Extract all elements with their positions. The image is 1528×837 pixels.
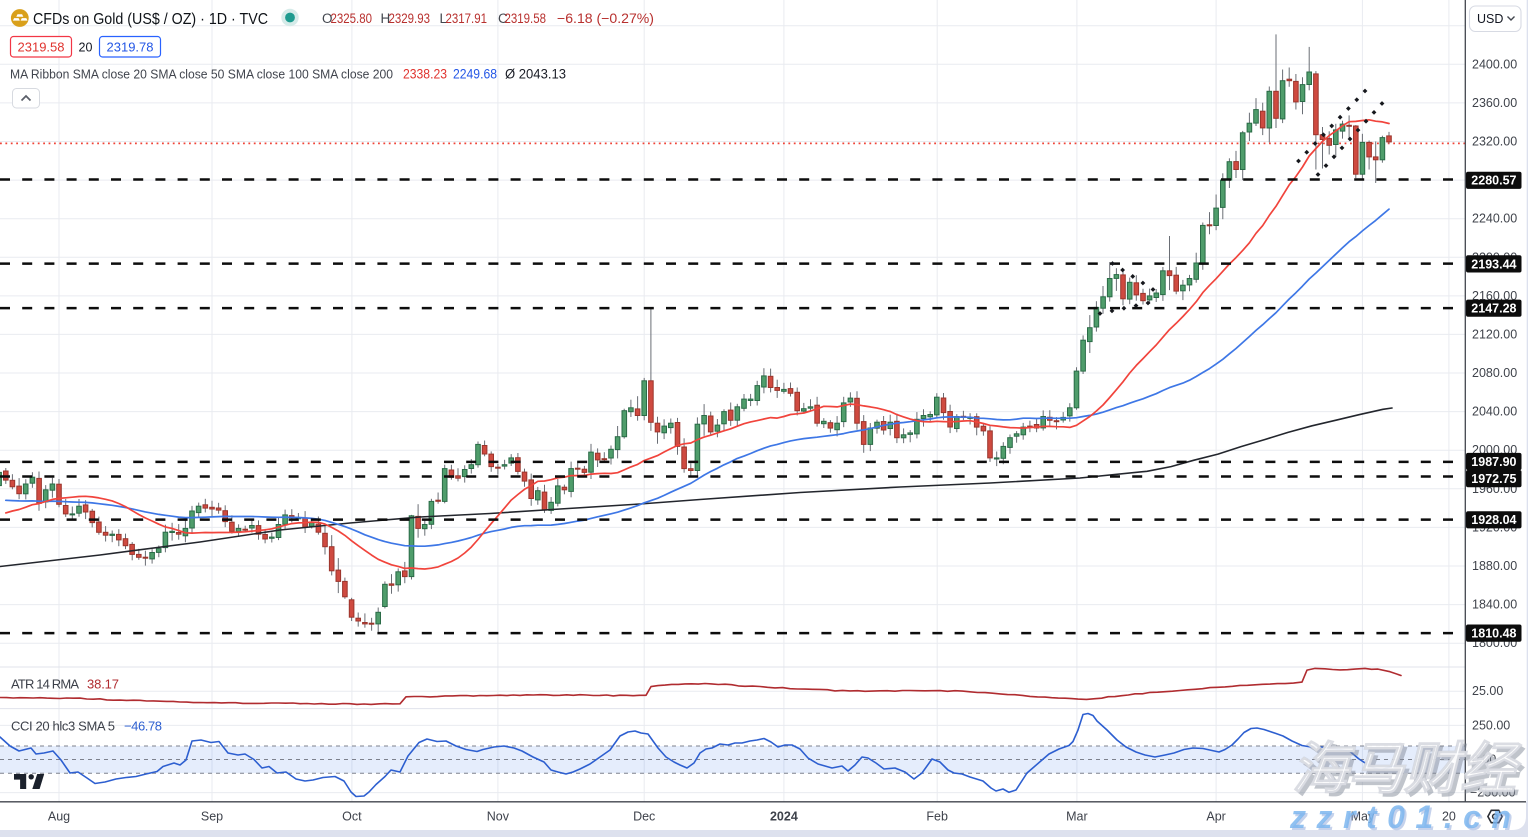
svg-text:Aug: Aug — [48, 810, 70, 824]
svg-text:zzrt01.cn: zzrt01.cn — [1289, 799, 1521, 832]
svg-text:ATR 14 RMA: ATR 14 RMA — [11, 677, 79, 692]
svg-text:CFDs on Gold (US$ / OZ) · 1D ·: CFDs on Gold (US$ / OZ) · 1D · TVC — [33, 11, 268, 28]
svg-text:2319.58: 2319.58 — [18, 40, 65, 55]
svg-text:Apr: Apr — [1206, 810, 1225, 824]
svg-text:0.00: 0.00 — [1472, 753, 1496, 767]
svg-text:Ø 2043.13: Ø 2043.13 — [505, 67, 566, 82]
svg-text:1880.00: 1880.00 — [1472, 559, 1517, 573]
svg-text:Oct: Oct — [342, 810, 362, 824]
svg-text:O: O — [322, 11, 333, 26]
svg-text:2320.00: 2320.00 — [1472, 135, 1517, 149]
svg-text:2325.80: 2325.80 — [331, 11, 373, 26]
svg-text:2024: 2024 — [770, 810, 798, 824]
svg-text:海马财经: 海马财经 — [1296, 741, 1526, 804]
svg-text:2193.44: 2193.44 — [1471, 257, 1516, 271]
svg-text:Feb: Feb — [926, 810, 948, 824]
svg-text:−250.00: −250.00 — [1470, 786, 1516, 800]
svg-text:L: L — [440, 11, 448, 26]
svg-text:38.17: 38.17 — [87, 677, 119, 692]
svg-text:25.00: 25.00 — [1472, 684, 1503, 698]
svg-text:−46.78: −46.78 — [124, 719, 162, 734]
svg-text:1987.90: 1987.90 — [1471, 455, 1516, 469]
svg-text:2249.68: 2249.68 — [453, 67, 497, 82]
svg-text:2317.91: 2317.91 — [446, 11, 488, 26]
svg-text:2160.00: 2160.00 — [1472, 289, 1517, 303]
svg-text:C: C — [498, 11, 508, 26]
svg-text:May: May — [1351, 810, 1375, 824]
svg-text:2360.00: 2360.00 — [1472, 96, 1517, 110]
svg-text:2240.00: 2240.00 — [1472, 212, 1517, 226]
svg-text:CCI 20 hlc3 SMA 5: CCI 20 hlc3 SMA 5 — [11, 719, 115, 734]
svg-text:250.00: 250.00 — [1472, 718, 1510, 732]
svg-text:Nov: Nov — [487, 810, 510, 824]
svg-text:20: 20 — [1442, 810, 1456, 824]
svg-text:海马财经: 海马财经 — [1292, 737, 1522, 800]
svg-text:H: H — [381, 11, 391, 26]
svg-text:1840.00: 1840.00 — [1472, 598, 1517, 612]
svg-text:Sep: Sep — [201, 810, 223, 824]
svg-text:2329.93: 2329.93 — [389, 11, 431, 26]
svg-text:1810.48: 1810.48 — [1471, 627, 1516, 641]
svg-text:2120.00: 2120.00 — [1472, 327, 1517, 341]
svg-text:1928.04: 1928.04 — [1471, 513, 1516, 527]
svg-text:−6.18 (−0.27%): −6.18 (−0.27%) — [557, 11, 654, 26]
svg-text:MA Ribbon SMA close 20 SMA clo: MA Ribbon SMA close 20 SMA close 50 SMA … — [10, 67, 393, 82]
svg-text:USD: USD — [1477, 12, 1503, 26]
svg-text:2280.57: 2280.57 — [1471, 174, 1516, 188]
svg-text:2080.00: 2080.00 — [1472, 366, 1517, 380]
svg-text:2319.78: 2319.78 — [107, 40, 154, 55]
svg-text:Mar: Mar — [1066, 810, 1088, 824]
svg-text:2319.58: 2319.58 — [505, 11, 547, 26]
svg-text:2400.00: 2400.00 — [1472, 57, 1517, 71]
svg-text:Dec: Dec — [633, 810, 655, 824]
svg-text:2338.23: 2338.23 — [403, 67, 447, 82]
svg-text:2147.28: 2147.28 — [1471, 302, 1516, 316]
svg-text:1972.75: 1972.75 — [1471, 472, 1516, 486]
svg-text:20: 20 — [79, 41, 93, 55]
svg-text:2040.00: 2040.00 — [1472, 405, 1517, 419]
